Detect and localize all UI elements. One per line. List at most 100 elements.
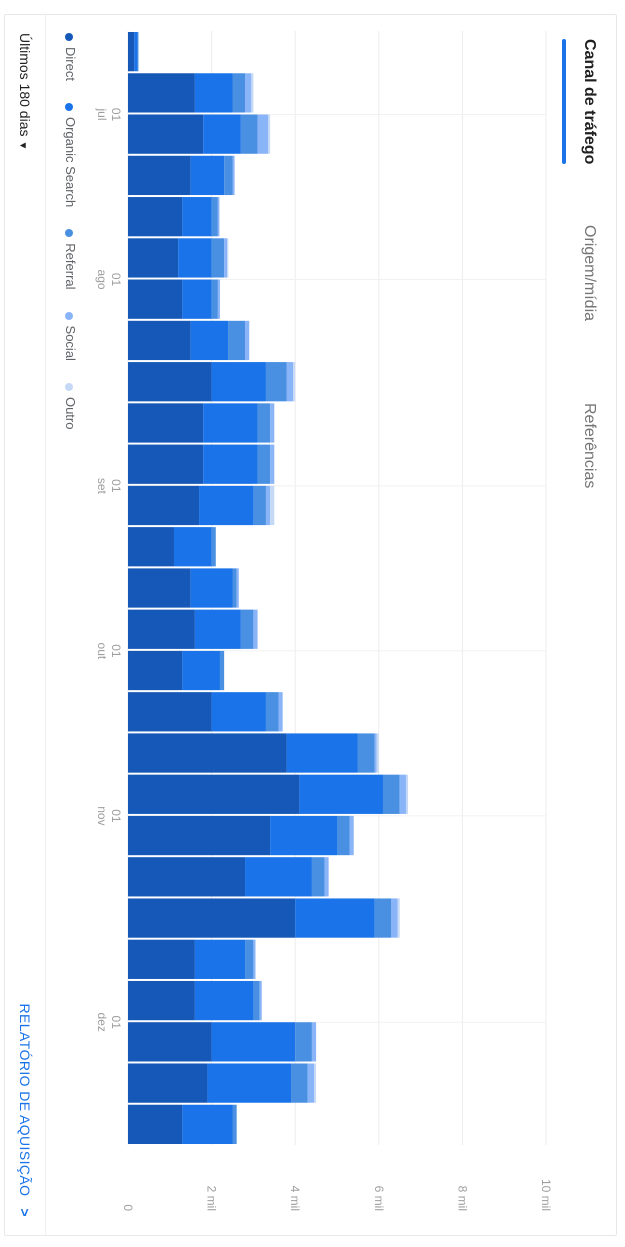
bar-segment[interactable] bbox=[228, 320, 246, 361]
bar-segment[interactable] bbox=[128, 527, 174, 567]
bar-segment[interactable] bbox=[227, 238, 229, 278]
bar-segment[interactable] bbox=[127, 650, 183, 691]
bar-segment[interactable] bbox=[127, 114, 204, 154]
bar-segment[interactable] bbox=[259, 980, 262, 1021]
bar-segment[interactable] bbox=[391, 898, 398, 938]
bar-segment[interactable] bbox=[314, 1063, 317, 1103]
bar-segment[interactable] bbox=[211, 1022, 296, 1062]
bar-segment[interactable] bbox=[128, 73, 195, 113]
bar-segment[interactable] bbox=[286, 362, 294, 402]
bar-segment[interactable] bbox=[245, 857, 312, 897]
bar-segment[interactable] bbox=[128, 485, 200, 526]
bar-segment[interactable] bbox=[376, 733, 379, 773]
bar-segment[interactable] bbox=[190, 320, 229, 361]
bar-segment[interactable] bbox=[311, 1022, 317, 1062]
legend-item-social[interactable]: Social bbox=[63, 311, 78, 361]
bar-segment[interactable] bbox=[128, 238, 179, 278]
bar-segment[interactable] bbox=[128, 609, 195, 649]
bar-segment[interactable] bbox=[324, 857, 329, 897]
bar-segment[interactable] bbox=[257, 114, 269, 154]
bar-segment[interactable] bbox=[299, 774, 383, 814]
bar-segment[interactable] bbox=[253, 485, 266, 526]
bar-segment[interactable] bbox=[207, 1063, 292, 1103]
bar-segment[interactable] bbox=[182, 197, 212, 237]
bar-segment[interactable] bbox=[173, 527, 212, 567]
bar-segment[interactable] bbox=[219, 197, 220, 237]
bar-segment[interactable] bbox=[182, 1104, 233, 1144]
bar-segment[interactable] bbox=[128, 980, 195, 1021]
bar-segment[interactable] bbox=[232, 155, 235, 196]
tab-referencias[interactable]: Referências bbox=[581, 403, 598, 489]
bar-segment[interactable] bbox=[405, 774, 409, 814]
bar-segment[interactable] bbox=[268, 114, 271, 154]
bar-segment[interactable] bbox=[232, 1104, 237, 1144]
bar-segment[interactable] bbox=[265, 485, 271, 526]
bar-segment[interactable] bbox=[128, 362, 212, 402]
bar-segment[interactable] bbox=[128, 1063, 208, 1103]
bar-segment[interactable] bbox=[253, 980, 260, 1021]
bar-segment[interactable] bbox=[211, 362, 266, 402]
bar-segment[interactable] bbox=[127, 1104, 183, 1144]
bar-segment[interactable] bbox=[194, 73, 233, 113]
bar-segment[interactable] bbox=[128, 815, 271, 856]
bar-segment[interactable] bbox=[203, 444, 258, 484]
legend-item-direct[interactable]: Direct bbox=[63, 33, 78, 81]
bar-segment[interactable] bbox=[127, 197, 183, 237]
bar-segment[interactable] bbox=[194, 980, 254, 1021]
bar-segment[interactable] bbox=[128, 155, 191, 196]
bar-segment[interactable] bbox=[199, 485, 254, 526]
bar-segment[interactable] bbox=[257, 444, 271, 484]
bar-segment[interactable] bbox=[219, 650, 225, 691]
bar-segment[interactable] bbox=[270, 815, 337, 856]
bar-segment[interactable] bbox=[224, 238, 228, 278]
bar-segment[interactable] bbox=[190, 568, 233, 608]
bar-segment[interactable] bbox=[127, 32, 135, 72]
bar-segment[interactable] bbox=[137, 32, 139, 72]
bar-segment[interactable] bbox=[349, 815, 354, 856]
bar-segment[interactable] bbox=[203, 114, 241, 154]
bar-segment[interactable] bbox=[128, 733, 287, 773]
bar-segment[interactable] bbox=[399, 774, 406, 814]
bar-segment[interactable] bbox=[127, 279, 183, 319]
bar-segment[interactable] bbox=[194, 609, 241, 649]
bar-segment[interactable] bbox=[211, 692, 266, 732]
bar-segment[interactable] bbox=[128, 692, 212, 732]
bar-segment[interactable] bbox=[190, 155, 225, 196]
legend-item-outro[interactable]: Outro bbox=[63, 382, 78, 429]
date-range-dropdown[interactable]: Últimos 180 dias ▼ bbox=[17, 33, 33, 150]
bar-segment[interactable] bbox=[307, 1063, 315, 1103]
legend-item-organic-search[interactable]: Organic Search bbox=[63, 102, 78, 207]
bar-segment[interactable] bbox=[253, 939, 256, 979]
bar-segment[interactable] bbox=[128, 939, 195, 979]
bar-segment[interactable] bbox=[245, 939, 254, 979]
bar-segment[interactable] bbox=[251, 73, 254, 113]
bar-segment[interactable] bbox=[240, 609, 254, 649]
tab-canal-de-trafego[interactable]: Canal de tráfego bbox=[581, 39, 598, 165]
bar-segment[interactable] bbox=[182, 650, 220, 691]
bar-segment[interactable] bbox=[397, 898, 400, 938]
bar-segment[interactable] bbox=[217, 279, 220, 319]
bar-segment[interactable] bbox=[374, 733, 377, 773]
bar-segment[interactable] bbox=[211, 197, 218, 237]
bar-segment[interactable] bbox=[253, 609, 258, 649]
bar-segment[interactable] bbox=[245, 73, 252, 113]
bar-segment[interactable] bbox=[128, 898, 296, 938]
bar-segment[interactable] bbox=[265, 362, 287, 402]
bar-segment[interactable] bbox=[240, 114, 258, 154]
bar-segment[interactable] bbox=[245, 320, 250, 361]
bar-segment[interactable] bbox=[257, 403, 271, 443]
bar-segment[interactable] bbox=[270, 444, 275, 484]
bar-segment[interactable] bbox=[128, 857, 246, 897]
bar-segment[interactable] bbox=[286, 733, 358, 773]
bar-segment[interactable] bbox=[134, 32, 138, 72]
bar-segment[interactable] bbox=[295, 1022, 312, 1062]
bar-segment[interactable] bbox=[127, 444, 204, 484]
bar-segment[interactable] bbox=[128, 774, 300, 814]
bar-segment[interactable] bbox=[178, 238, 212, 278]
bar-segment[interactable] bbox=[311, 857, 325, 897]
bar-segment[interactable] bbox=[127, 403, 204, 443]
bar-segment[interactable] bbox=[336, 815, 350, 856]
bar-segment[interactable] bbox=[128, 1022, 212, 1062]
legend-item-referral[interactable]: Referral bbox=[63, 229, 78, 290]
bar-segment[interactable] bbox=[293, 362, 296, 402]
